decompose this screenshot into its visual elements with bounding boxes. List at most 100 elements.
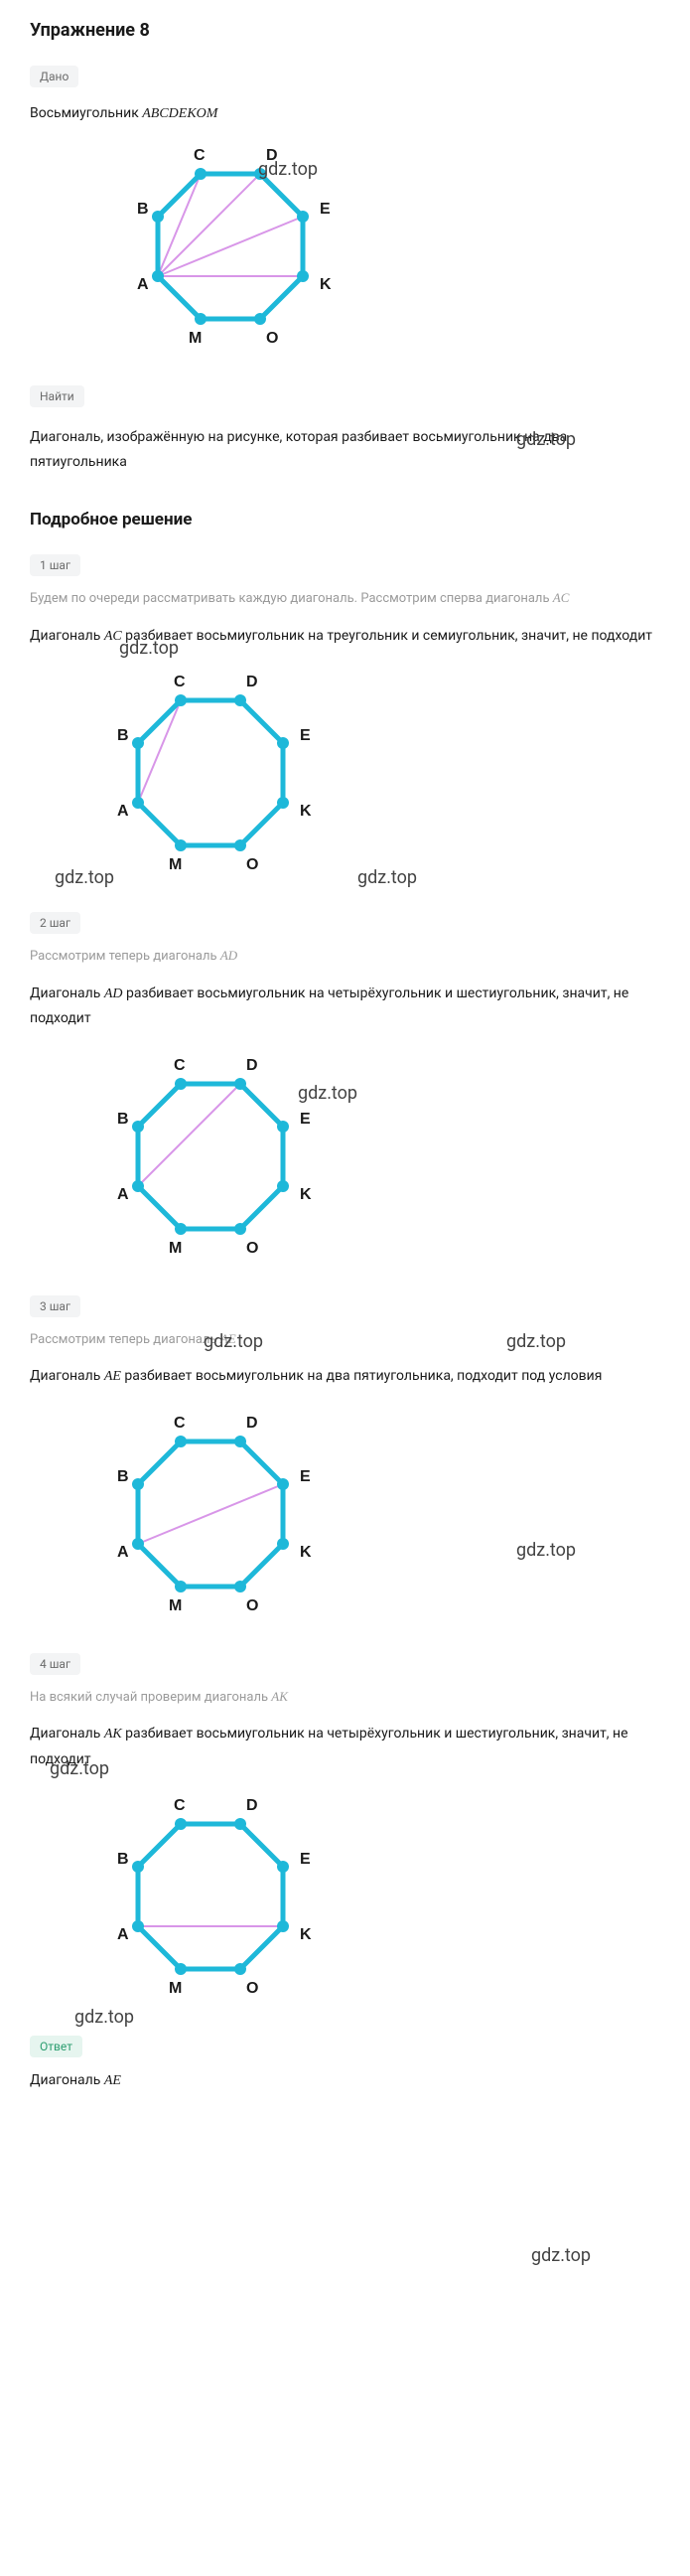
vertex-label: O <box>246 856 258 873</box>
vertex-label: A <box>117 1186 129 1203</box>
vertex-label: D <box>246 1057 258 1074</box>
vertex-label: D <box>246 1415 258 1432</box>
vertex-dot <box>175 1963 187 1975</box>
octagon-edge <box>138 803 181 845</box>
vertex-label: M <box>189 330 202 347</box>
octagon-edge <box>260 276 303 319</box>
vertex-dot <box>175 1818 187 1830</box>
vertex-label: A <box>117 1926 129 1943</box>
given-prefix: Восьмиугольник <box>30 105 142 121</box>
vertex-label: E <box>300 1851 311 1868</box>
vertex-dot <box>132 1861 144 1873</box>
vertex-dot <box>234 1436 246 1447</box>
vertex-label: E <box>300 1468 311 1485</box>
vertex-label: C <box>174 1057 186 1074</box>
solution-heading: Подробное решение <box>30 510 660 530</box>
vertex-dot <box>175 839 187 851</box>
vertex-dot <box>234 1223 246 1235</box>
vertex-dot <box>132 1538 144 1550</box>
main-diagram: CDEKOMAB <box>30 142 660 356</box>
solution-step: 3 шаг Рассмотрим теперь диагональ AE Диа… <box>30 1295 660 1623</box>
exercise-title: Упражнение 8 <box>30 20 660 41</box>
octagon-edge <box>240 1441 283 1484</box>
vertex-dot <box>234 694 246 706</box>
octagon-edge <box>138 1441 181 1484</box>
octagon-edge <box>240 700 283 743</box>
step-tag: 3 шаг <box>30 1295 80 1317</box>
step-intro: На всякий случай проверим диагональ AK <box>30 1687 660 1709</box>
vertex-dot <box>132 1180 144 1192</box>
vertex-label: C <box>174 1797 186 1814</box>
octagon-svg: CDEKOMAB <box>30 669 387 882</box>
vertex-dot <box>132 737 144 749</box>
vertex-dot <box>234 1963 246 1975</box>
vertex-label: E <box>300 727 311 744</box>
vertex-label: M <box>169 1980 182 1997</box>
vertex-dot <box>297 211 309 223</box>
octagon-edge <box>240 1084 283 1127</box>
given-tag: Дано <box>30 66 78 87</box>
vertex-label: O <box>266 330 278 347</box>
vertex-label: K <box>320 276 332 293</box>
vertex-dot <box>277 1121 289 1133</box>
vertex-dot <box>195 168 207 180</box>
answer-tag: Ответ <box>30 2036 82 2057</box>
vertex-dot <box>195 313 207 325</box>
vertex-label: O <box>246 1597 258 1614</box>
given-text: Восьмиугольник ABCDEKOM <box>30 105 660 122</box>
step-body: Диагональ AC разбивает восьмиугольник на… <box>30 624 660 649</box>
vertex-dot <box>277 737 289 749</box>
diagonal-line <box>138 1084 240 1186</box>
vertex-label: K <box>300 803 312 820</box>
step-tag: 2 шаг <box>30 912 80 934</box>
vertex-dot <box>254 168 266 180</box>
solution-step: 2 шаг Рассмотрим теперь диагональ AD Диа… <box>30 912 660 1265</box>
find-text: Диагональ, изображённую на рисунке, кото… <box>30 425 660 475</box>
vertex-label: A <box>117 1544 129 1561</box>
vertex-dot <box>175 694 187 706</box>
vertex-label: C <box>194 147 206 164</box>
vertex-label: E <box>320 201 331 218</box>
vertex-dot <box>277 1478 289 1490</box>
octagon-edge <box>138 1084 181 1127</box>
vertex-label: B <box>117 727 129 744</box>
vertex-dot <box>132 1920 144 1932</box>
answer-math: AE <box>104 2073 121 2088</box>
vertex-dot <box>132 1478 144 1490</box>
octagon-edge <box>260 174 303 217</box>
vertex-label: A <box>117 803 129 820</box>
vertex-dot <box>152 211 164 223</box>
vertex-dot <box>234 839 246 851</box>
find-tag: Найти <box>30 385 84 407</box>
vertex-dot <box>175 1223 187 1235</box>
octagon-svg: CDEKOMAB <box>30 142 387 356</box>
vertex-label: B <box>117 1851 129 1868</box>
vertex-dot <box>132 797 144 809</box>
vertex-label: M <box>169 856 182 873</box>
octagon-edge <box>138 1544 181 1587</box>
vertex-label: B <box>117 1111 129 1128</box>
step-diagram: CDEKOMAB <box>30 1792 660 2006</box>
vertex-label: B <box>117 1468 129 1485</box>
step-tag: 4 шаг <box>30 1653 80 1675</box>
octagon-edge <box>240 1186 283 1229</box>
vertex-dot <box>175 1581 187 1592</box>
vertex-dot <box>175 1078 187 1090</box>
vertex-label: O <box>246 1240 258 1257</box>
vertex-dot <box>277 1920 289 1932</box>
watermark-text: gdz.top <box>531 2245 591 2266</box>
vertex-dot <box>234 1581 246 1592</box>
vertex-label: K <box>300 1186 312 1203</box>
watermark-text: gdz.top <box>74 2007 134 2028</box>
octagon-svg: CDEKOMAB <box>30 1052 387 1266</box>
vertex-dot <box>175 1436 187 1447</box>
vertex-label: M <box>169 1597 182 1614</box>
step-diagram: CDEKOMAB <box>30 1410 660 1623</box>
vertex-dot <box>132 1121 144 1133</box>
octagon-edge <box>138 1824 181 1867</box>
vertex-label: O <box>246 1980 258 1997</box>
vertex-dot <box>277 1538 289 1550</box>
solution-step: 4 шаг На всякий случай проверим диагонал… <box>30 1653 660 2006</box>
octagon-svg: CDEKOMAB <box>30 1792 387 2006</box>
octagon-edge <box>240 803 283 845</box>
